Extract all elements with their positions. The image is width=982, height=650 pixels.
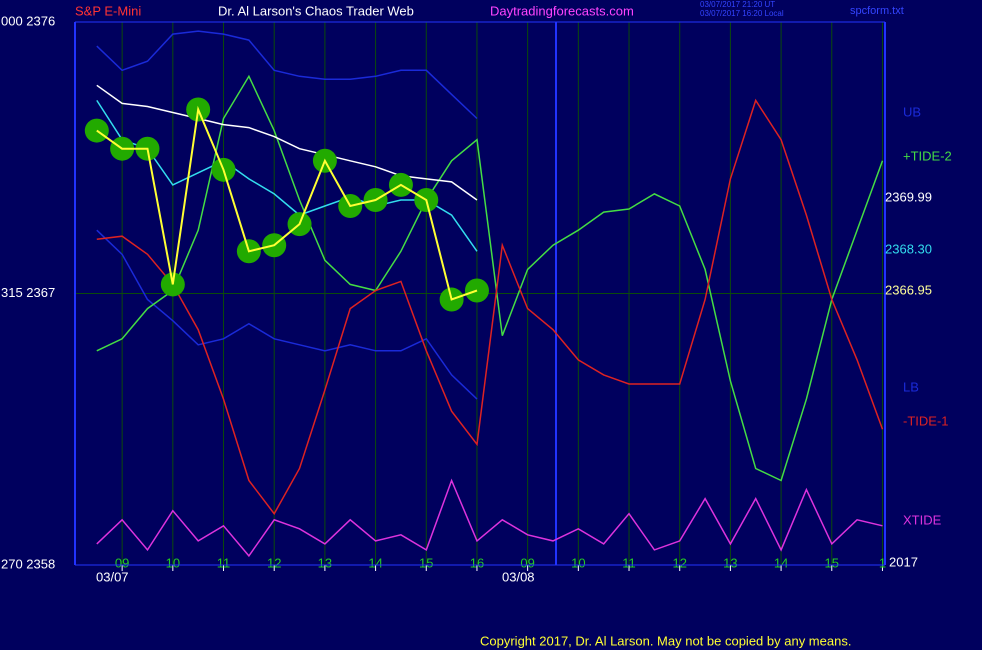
x-tick-label: 10 (571, 555, 585, 570)
series-line (96, 105, 478, 301)
x-tick-label: 09 (520, 555, 534, 570)
date-label: 03/08 (502, 569, 535, 584)
price-label: 2366.95 (885, 282, 932, 297)
series-line (96, 478, 883, 558)
series-label: UB (903, 104, 921, 119)
x-tick-label: 14 (774, 555, 788, 570)
series-label: XTIDE (903, 512, 942, 527)
stamp-local: 03/07/2017 16:20 Local (700, 9, 784, 18)
x-tick-label: 13 (723, 555, 737, 570)
x-tick-label: 16 (470, 555, 484, 570)
x-tick-label: 09 (115, 555, 129, 570)
price-blob (84, 118, 109, 143)
y-tick-label: 000 2376 (1, 13, 55, 28)
plot-area: 09 10 11 12 13 14 15 16 09 10 11 12 13 14 15 1 270 2358 3… (1, 13, 952, 571)
y-tick-label: 315 2367 (1, 285, 55, 300)
site: Daytradingforecasts.com (490, 3, 634, 18)
x-tick-label: 10 (166, 555, 180, 570)
x-tick-label: 11 (217, 555, 231, 570)
file-name: spcform.txt (850, 5, 904, 17)
series-line (96, 99, 478, 252)
x-tick-label: 12 (267, 555, 281, 570)
series-label: -TIDE-1 (903, 413, 949, 428)
x-tick-label: 15 (825, 555, 839, 570)
series-label: LB (903, 379, 919, 394)
date-label: 03/07 (96, 569, 129, 584)
symbol: S&P E-Mini (75, 3, 141, 18)
year-label: 2017 (889, 554, 918, 569)
series-line (96, 98, 884, 516)
series-line (96, 30, 478, 120)
price-label: 2369.99 (885, 189, 932, 204)
series-label: +TIDE-2 (903, 148, 952, 163)
y-tick-label: 270 2358 (1, 556, 55, 571)
series-line (96, 74, 884, 482)
stamp-ut: 03/07/2017 21:20 UT (700, 0, 775, 9)
chart-title: Dr. Al Larson's Chaos Trader Web (218, 3, 414, 18)
x-tick-label: 11 (622, 555, 636, 570)
series-line (96, 229, 478, 400)
price-label: 2368.30 (885, 241, 932, 256)
x-tick-label: 13 (318, 555, 332, 570)
x-tick-label: 1 (879, 555, 886, 570)
series-line (96, 84, 478, 201)
copyright: Copyright 2017, Dr. Al Larson. May not b… (480, 633, 851, 648)
x-tick-label: 15 (419, 555, 433, 570)
x-tick-label: 14 (368, 555, 382, 570)
x-tick-label: 12 (672, 555, 686, 570)
